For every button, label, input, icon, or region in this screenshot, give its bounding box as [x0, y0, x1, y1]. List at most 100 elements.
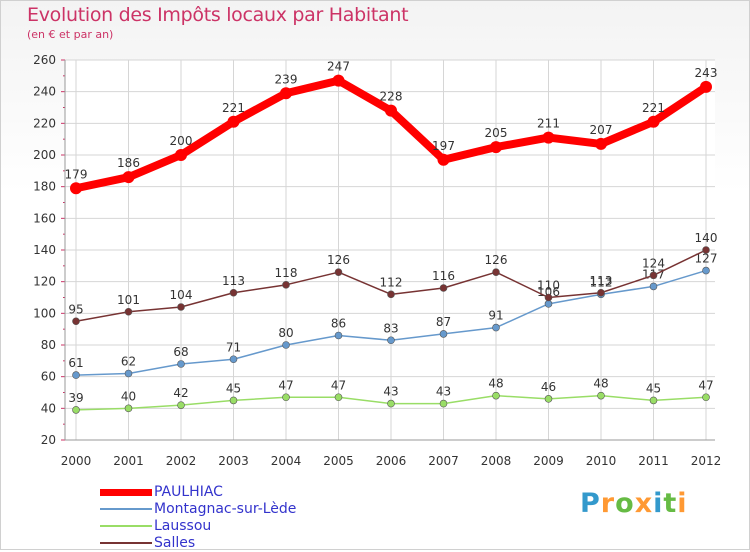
- data-label: 116: [432, 269, 455, 283]
- data-point: [124, 404, 133, 413]
- y-tick-label: 100: [33, 306, 56, 320]
- x-tick-label: 2001: [113, 454, 144, 468]
- x-tick-label: 2011: [638, 454, 669, 468]
- data-label: 104: [170, 288, 193, 302]
- data-point: [439, 399, 448, 408]
- data-point: [72, 317, 80, 326]
- data-label: 48: [488, 377, 503, 391]
- data-point: [229, 396, 238, 405]
- data-label: 47: [698, 378, 713, 392]
- y-tick-label: 240: [33, 85, 56, 99]
- y-tick-label: 180: [33, 180, 56, 194]
- logo-letter: o: [615, 488, 635, 519]
- data-point: [387, 399, 395, 408]
- legend-label: Laussou: [154, 518, 212, 534]
- data-label: 39: [68, 391, 83, 405]
- data-label: 40: [121, 389, 136, 403]
- logo-letter: i: [677, 488, 688, 519]
- data-label: 124: [642, 256, 665, 270]
- data-point: [595, 137, 607, 150]
- data-point: [385, 104, 397, 117]
- data-label: 91: [488, 309, 503, 323]
- data-label: 186: [117, 156, 140, 170]
- data-label: 45: [226, 381, 241, 395]
- data-label: 126: [485, 253, 508, 267]
- data-label: 113: [222, 274, 245, 288]
- logo-letter: x: [634, 488, 654, 519]
- data-label: 43: [383, 385, 398, 399]
- legend-label: Salles: [154, 535, 196, 551]
- data-label: 207: [590, 123, 613, 137]
- data-label: 86: [331, 317, 346, 331]
- data-point: [282, 393, 290, 402]
- data-point: [72, 406, 80, 414]
- data-label: 228: [380, 90, 403, 104]
- logo-letter: t: [663, 488, 678, 519]
- data-point: [649, 396, 658, 405]
- logo-letter: P: [580, 488, 601, 519]
- legend-label: PAULHIAC: [154, 484, 223, 500]
- data-label: 43: [436, 385, 451, 399]
- data-point: [597, 391, 605, 400]
- chart-title: Evolution des Impôts locaux par Habitant: [27, 4, 409, 26]
- data-label: 127: [695, 252, 718, 266]
- data-point: [490, 141, 502, 154]
- data-label: 179: [65, 167, 88, 181]
- data-point: [280, 87, 292, 100]
- x-tick-label: 2007: [428, 454, 459, 468]
- x-tick-label: 2009: [533, 454, 564, 468]
- data-label: 126: [327, 253, 350, 267]
- data-point: [177, 401, 185, 409]
- data-label: 87: [436, 315, 451, 329]
- y-tick-label: 200: [33, 148, 56, 162]
- data-label: 48: [593, 377, 608, 391]
- data-point: [649, 282, 658, 291]
- data-point: [439, 330, 448, 338]
- data-point: [334, 331, 343, 340]
- data-point: [439, 284, 448, 292]
- data-point: [647, 115, 660, 128]
- x-tick-label: 2004: [271, 454, 302, 468]
- x-tick-label: 2000: [61, 454, 92, 468]
- data-point: [334, 393, 343, 402]
- data-point: [597, 288, 605, 297]
- y-tick-label: 260: [33, 53, 56, 67]
- data-label: 112: [380, 275, 403, 289]
- legend-swatch: [100, 488, 152, 496]
- data-point: [702, 266, 710, 275]
- data-point: [437, 153, 450, 166]
- data-label: 113: [590, 274, 613, 288]
- data-label: 47: [278, 378, 293, 392]
- data-point: [177, 303, 185, 311]
- data-point: [334, 268, 343, 276]
- data-point: [122, 171, 135, 184]
- data-label: 112: [590, 275, 613, 289]
- data-point: [544, 395, 553, 403]
- data-point: [492, 268, 500, 276]
- legend-swatch: [100, 542, 152, 544]
- data-point: [387, 290, 395, 299]
- data-label: 80: [278, 326, 293, 340]
- data-label: 68: [173, 345, 188, 359]
- y-tick-label: 220: [33, 116, 56, 130]
- data-label: 221: [642, 101, 665, 115]
- data-point: [175, 149, 187, 161]
- legend-swatch: [100, 508, 152, 510]
- data-point: [649, 271, 658, 280]
- data-label: 200: [170, 134, 193, 148]
- data-label: 46: [541, 380, 556, 394]
- data-label: 45: [646, 381, 661, 395]
- data-point: [492, 323, 500, 332]
- y-tick-label: 120: [33, 275, 56, 289]
- data-label: 83: [383, 321, 398, 335]
- data-label: 239: [275, 72, 298, 86]
- data-point: [702, 246, 710, 254]
- data-point: [124, 369, 133, 378]
- data-label: 211: [537, 117, 560, 131]
- x-tick-label: 2012: [691, 454, 722, 468]
- data-point: [229, 288, 238, 297]
- data-label: 42: [173, 386, 188, 400]
- data-label: 95: [68, 302, 83, 316]
- legend-swatch: [100, 525, 152, 527]
- data-label: 110: [537, 279, 560, 293]
